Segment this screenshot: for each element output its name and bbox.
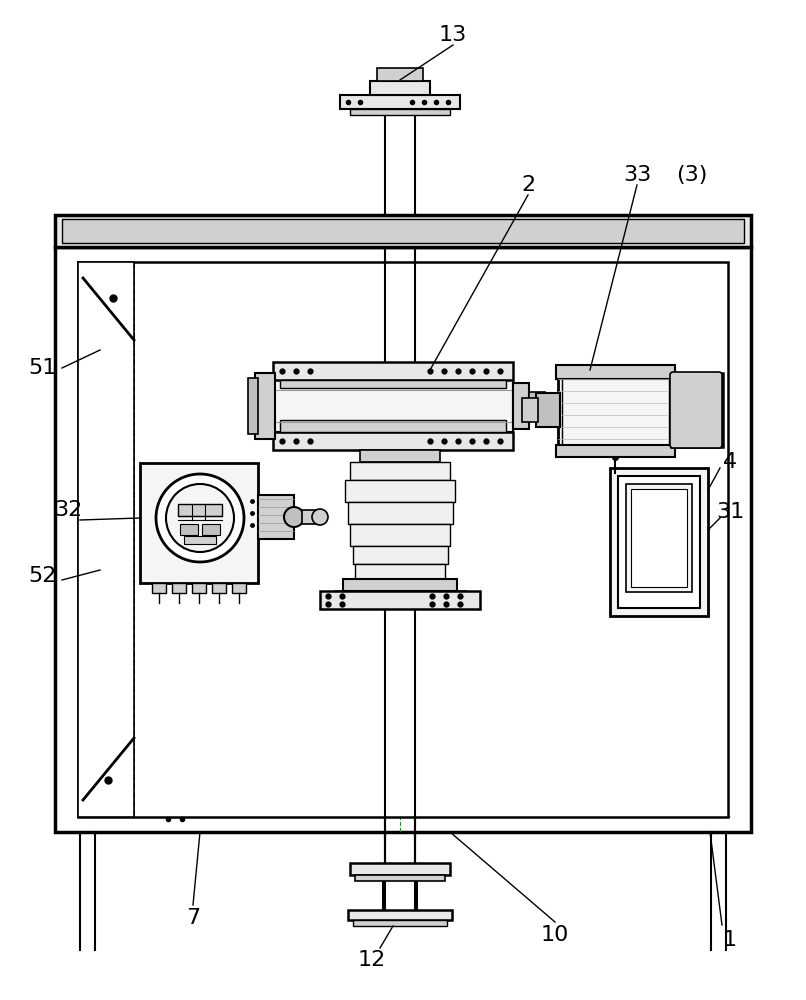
- Bar: [626, 484, 692, 592]
- Bar: [232, 583, 246, 593]
- Bar: [631, 489, 687, 587]
- Bar: [340, 95, 460, 109]
- Circle shape: [284, 507, 304, 527]
- Bar: [273, 380, 513, 432]
- Bar: [302, 510, 316, 524]
- Bar: [562, 369, 669, 451]
- Text: 32: 32: [54, 500, 82, 520]
- Bar: [212, 583, 226, 593]
- Bar: [355, 564, 445, 579]
- Bar: [273, 432, 513, 450]
- Bar: [202, 524, 220, 535]
- Text: 12: 12: [358, 950, 386, 970]
- Text: 13: 13: [439, 25, 467, 45]
- Text: 7: 7: [186, 908, 200, 928]
- Bar: [172, 583, 186, 593]
- FancyBboxPatch shape: [670, 372, 722, 448]
- Bar: [522, 398, 538, 422]
- Bar: [377, 68, 423, 81]
- Bar: [350, 863, 450, 875]
- Bar: [355, 875, 445, 881]
- Bar: [273, 362, 513, 380]
- Circle shape: [166, 484, 234, 552]
- Bar: [350, 109, 450, 115]
- Bar: [618, 476, 700, 608]
- Text: 52: 52: [28, 566, 56, 586]
- Bar: [353, 546, 448, 564]
- Text: (3): (3): [676, 165, 708, 185]
- Bar: [55, 247, 751, 832]
- Text: 51: 51: [28, 358, 56, 378]
- Bar: [513, 383, 529, 429]
- Bar: [178, 504, 222, 516]
- Circle shape: [156, 474, 244, 562]
- Bar: [280, 380, 506, 388]
- Bar: [55, 215, 751, 247]
- Text: 33: 33: [623, 165, 651, 185]
- Circle shape: [312, 509, 328, 525]
- Bar: [335, 591, 465, 605]
- Bar: [152, 583, 166, 593]
- Text: 2: 2: [521, 175, 535, 195]
- Bar: [62, 219, 744, 243]
- Bar: [353, 920, 447, 926]
- Bar: [140, 463, 258, 583]
- Bar: [558, 365, 673, 455]
- Bar: [556, 445, 675, 457]
- Bar: [536, 393, 560, 427]
- Text: 1: 1: [723, 930, 737, 950]
- Bar: [258, 495, 294, 539]
- Bar: [370, 81, 430, 95]
- Bar: [184, 536, 216, 544]
- Bar: [78, 262, 134, 817]
- Bar: [255, 373, 275, 439]
- Bar: [192, 583, 206, 593]
- Bar: [180, 524, 198, 535]
- Bar: [78, 262, 728, 817]
- Bar: [350, 462, 450, 480]
- Bar: [360, 450, 440, 462]
- Bar: [248, 378, 258, 434]
- Bar: [280, 420, 506, 432]
- Text: 31: 31: [716, 502, 744, 522]
- Bar: [350, 524, 450, 546]
- Bar: [556, 365, 675, 379]
- Text: 4: 4: [723, 452, 737, 472]
- Bar: [348, 502, 453, 524]
- Bar: [348, 910, 452, 920]
- Bar: [610, 468, 708, 616]
- Text: 10: 10: [541, 925, 569, 945]
- Bar: [320, 591, 480, 609]
- Bar: [529, 392, 545, 420]
- Bar: [345, 480, 455, 502]
- Bar: [343, 579, 457, 591]
- Bar: [671, 373, 723, 447]
